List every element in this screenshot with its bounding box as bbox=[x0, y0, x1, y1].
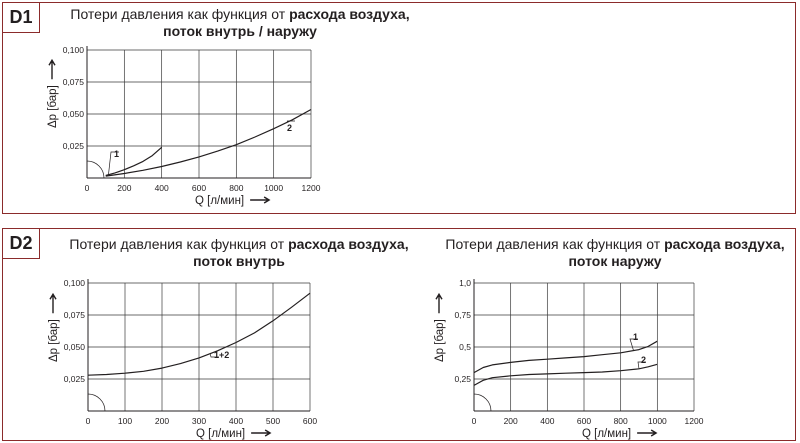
y-tick-label: 0,100 bbox=[63, 45, 85, 55]
y-axis-arrow bbox=[49, 292, 57, 314]
x-axis-label: Q [л/мин] bbox=[582, 428, 631, 440]
series-tag-2: 2 bbox=[287, 123, 292, 133]
chart-1: 0 200 400 600 800 1000 1200 0,025 0,050 0,075 0,10… bbox=[47, 45, 321, 207]
y-tick-label: 0,025 bbox=[64, 374, 86, 384]
origin-arc bbox=[473, 393, 492, 412]
y-tick-label: 1,0 bbox=[459, 278, 471, 288]
chart-title-d1-bold-2: поток внутрь / наружу bbox=[163, 23, 317, 39]
y-axis-arrow bbox=[48, 58, 56, 80]
chart-3: 0 200 400 600 800 1000 1200 0,25 0,5 0,75 1,0 Q [л/… bbox=[434, 278, 704, 440]
y-tick-label: 0,75 bbox=[454, 310, 471, 320]
y-tick-label: 0,075 bbox=[63, 77, 85, 87]
x-tick-label: 1000 bbox=[264, 183, 283, 193]
chart-title-d2-left-bold-1: расхода воздуха, bbox=[288, 236, 409, 252]
y-tick-label: 0,5 bbox=[459, 342, 471, 352]
series-tag-1+2: 1+2 bbox=[214, 350, 229, 360]
chart-title-d1-bold-1: расхода воздуха, bbox=[289, 6, 410, 22]
chart-title-d2-right-normal: Потери давления как функция от bbox=[445, 236, 661, 252]
chart-title-d1: Потери давления как функция от расхода в… bbox=[60, 6, 420, 40]
x-tick-label: 600 bbox=[303, 416, 317, 426]
origin-arc bbox=[87, 393, 106, 412]
y-axis-label: Δp [бар] bbox=[434, 319, 446, 362]
chart-title-d2-left: Потери давления как функция от расхода в… bbox=[56, 236, 422, 270]
panel-tag-d1: D1 bbox=[2, 2, 40, 33]
x-tick-label: 800 bbox=[614, 416, 628, 426]
chart-2: 0 100 200 300 400 500 600 0,025 0,050 0,075 0,100 Q… bbox=[48, 278, 317, 440]
x-tick-label: 200 bbox=[504, 416, 518, 426]
origin-arc bbox=[86, 160, 105, 179]
x-tick-label: 600 bbox=[577, 416, 591, 426]
series-line-1 bbox=[473, 340, 658, 374]
x-tick-label: 200 bbox=[117, 183, 131, 193]
x-tick-label: 0 bbox=[86, 416, 91, 426]
x-tick-label: 400 bbox=[155, 183, 169, 193]
series-tag-leader bbox=[629, 338, 638, 351]
series-tag-1: 1 bbox=[633, 332, 638, 342]
series-tag-1: 1 bbox=[114, 149, 119, 159]
series-tag-leader bbox=[637, 361, 646, 369]
chart-title-d2-left-normal: Потери давления как функция от bbox=[69, 236, 285, 252]
series-tag-leader bbox=[209, 353, 219, 358]
x-tick-label: 1200 bbox=[302, 183, 321, 193]
panel-d2: D2 bbox=[2, 228, 796, 441]
y-axis-arrow bbox=[435, 292, 443, 314]
y-tick-label: 0,025 bbox=[63, 141, 85, 151]
series-line-1 bbox=[105, 146, 163, 176]
series-line-1+2 bbox=[87, 292, 311, 376]
series-tag-leader bbox=[108, 151, 119, 175]
chart-title-d2-right-bold-2: поток наружу bbox=[568, 253, 662, 269]
y-axis-label: Δp [бар] bbox=[47, 85, 59, 128]
y-tick-label: 0,050 bbox=[63, 109, 85, 119]
x-tick-label: 1200 bbox=[685, 416, 704, 426]
x-tick-label: 400 bbox=[229, 416, 243, 426]
y-tick-label: 0,25 bbox=[454, 374, 471, 384]
x-tick-label: 800 bbox=[229, 183, 243, 193]
chart-title-d2-right: Потери давления как функция от расхода в… bbox=[432, 236, 798, 270]
chart-title-d1-normal: Потери давления как функция от bbox=[70, 6, 286, 22]
y-tick-label: 0,100 bbox=[64, 278, 86, 288]
x-axis-label: Q [л/мин] bbox=[195, 195, 244, 207]
x-axis-arrow bbox=[251, 429, 272, 437]
chart-title-d2-left-bold-2: поток внутрь bbox=[193, 253, 285, 269]
series-line-2 bbox=[473, 363, 658, 386]
chart-title-d2-right-bold-1: расхода воздуха, bbox=[664, 236, 785, 252]
x-tick-label: 0 bbox=[472, 416, 477, 426]
x-tick-label: 1000 bbox=[648, 416, 667, 426]
y-axis-label: Δp [бар] bbox=[48, 319, 60, 362]
x-tick-label: 300 bbox=[192, 416, 206, 426]
x-axis-label: Q [л/мин] bbox=[196, 428, 245, 440]
series-line-2 bbox=[105, 108, 312, 177]
x-tick-label: 0 bbox=[85, 183, 90, 193]
x-tick-label: 200 bbox=[155, 416, 169, 426]
series-tag-2: 2 bbox=[641, 355, 646, 365]
y-tick-label: 0,050 bbox=[64, 342, 86, 352]
y-tick-label: 0,075 bbox=[64, 310, 86, 320]
x-tick-label: 500 bbox=[266, 416, 280, 426]
x-axis-arrow bbox=[250, 196, 271, 204]
panel-d1: D1 bbox=[2, 2, 796, 214]
series-tag-leader bbox=[286, 120, 295, 122]
x-axis-arrow bbox=[637, 429, 658, 437]
x-tick-label: 600 bbox=[192, 183, 206, 193]
x-tick-label: 400 bbox=[540, 416, 554, 426]
x-tick-label: 100 bbox=[118, 416, 132, 426]
panel-tag-d2: D2 bbox=[2, 228, 40, 259]
